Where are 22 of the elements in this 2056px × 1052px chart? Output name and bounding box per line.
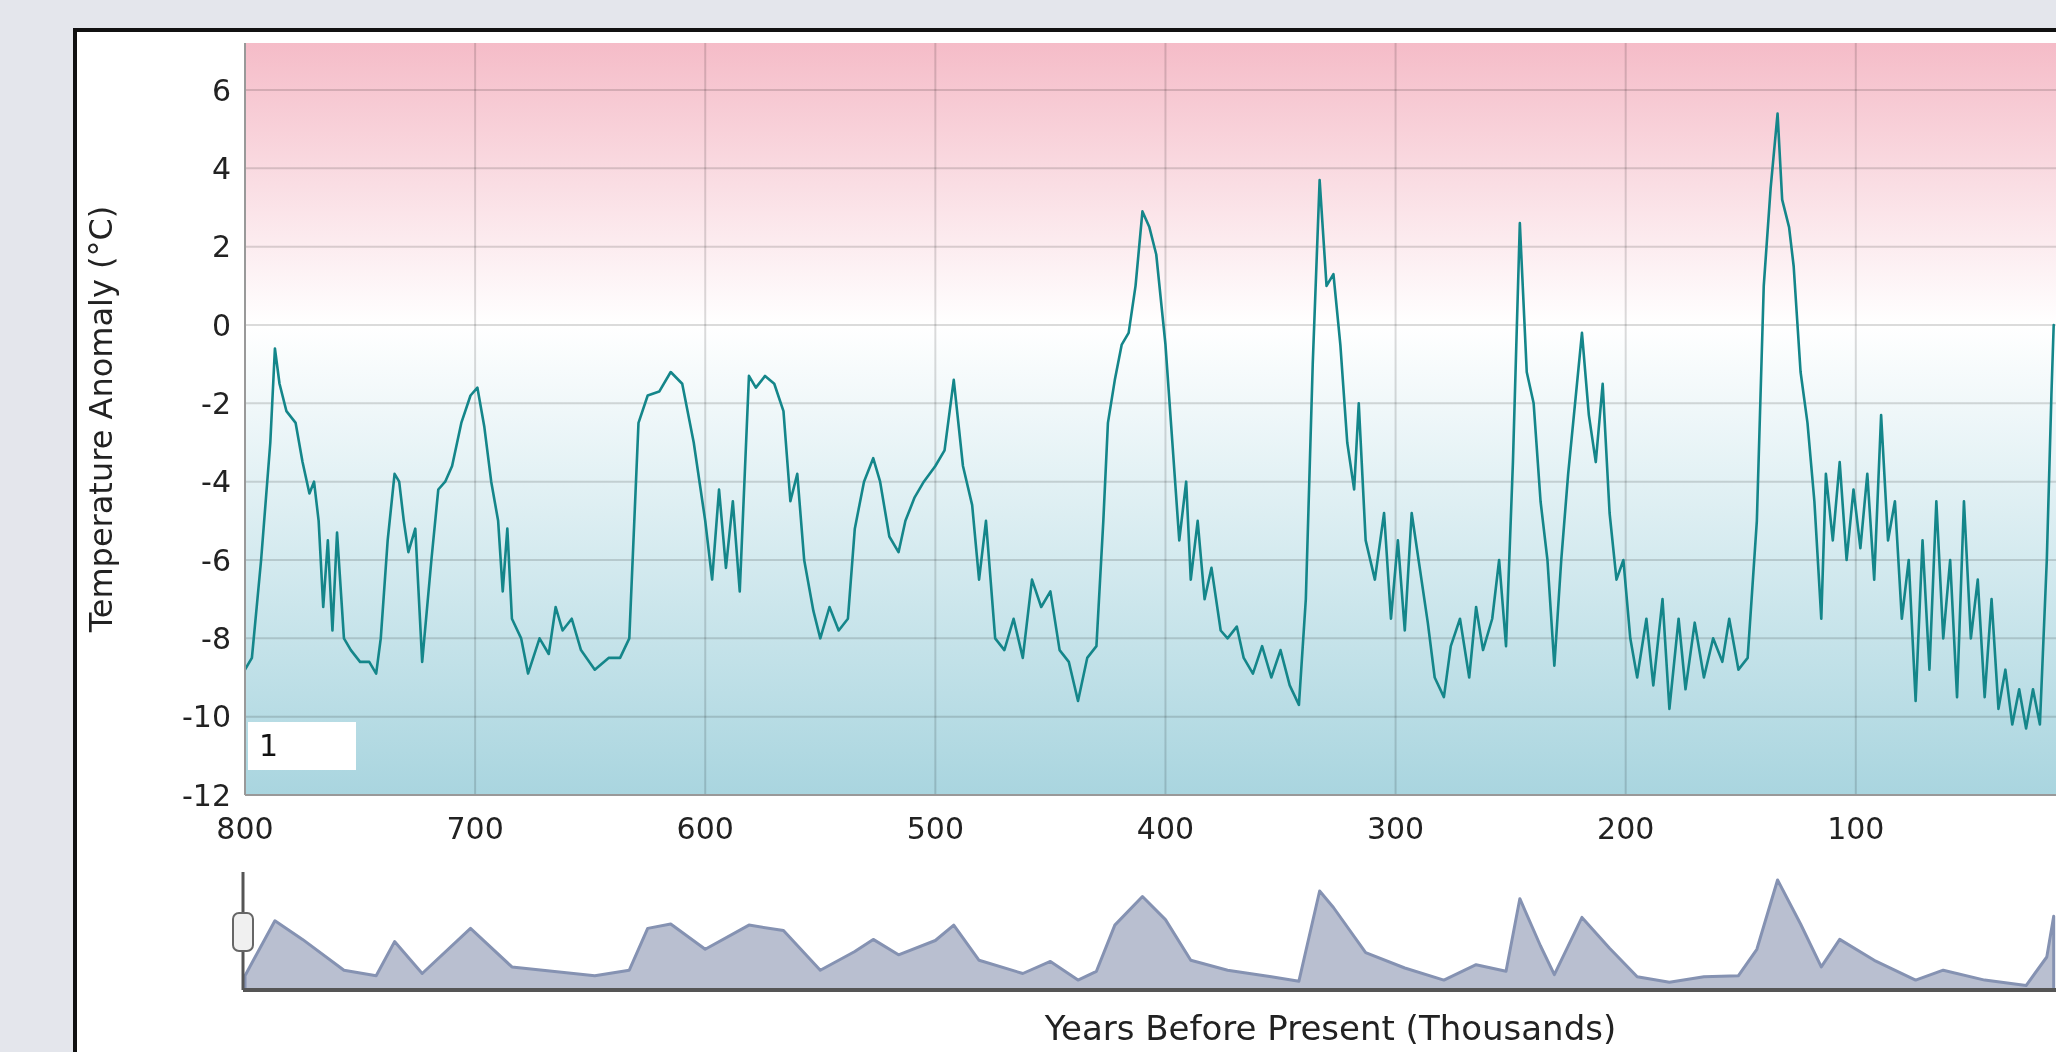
x-tick-label: 600 [676,811,734,846]
y-axis-title: Temperature Anomaly (°C) [82,205,120,634]
y-tick-label: 4 [211,150,231,186]
y-tick-label: -8 [201,620,231,656]
y-tick-label: 6 [211,72,231,108]
y-tick-label: -10 [182,699,231,735]
annotation: 1 [259,728,279,763]
x-tick-label: 200 [1597,811,1655,846]
y-tick-label: 2 [211,229,231,265]
x-tick-label: 300 [1366,811,1425,846]
line-series [245,112,2055,730]
x-tick-label: 500 [906,811,964,846]
y-tick-label: -12 [182,777,231,813]
x-tick-label: 100 [1827,811,1885,846]
y-tick-label: -4 [201,464,231,500]
x-tick-label: 700 [446,811,504,846]
y-tick-label: -6 [201,542,231,578]
y-tick-label: 0 [211,307,231,343]
x-tick-label: 800 [216,811,274,846]
x-axis-title: Years Before Present (Thousands) [1043,1008,1617,1048]
y-tick-label: -2 [201,385,231,421]
x-tick-label: 400 [1136,811,1195,846]
